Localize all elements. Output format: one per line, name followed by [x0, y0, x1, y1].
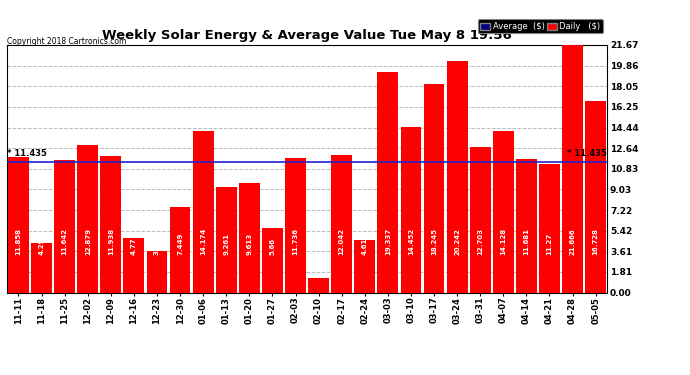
- Bar: [308, 278, 329, 292]
- Text: 7.449: 7.449: [177, 233, 183, 255]
- Text: 12.703: 12.703: [477, 228, 483, 255]
- Bar: [55, 159, 75, 292]
- Bar: [516, 159, 537, 292]
- Bar: [239, 183, 259, 292]
- Text: 12.879: 12.879: [85, 228, 90, 255]
- Text: 21.666: 21.666: [569, 229, 575, 255]
- Text: 11.642: 11.642: [61, 228, 68, 255]
- Text: 11.736: 11.736: [293, 228, 299, 255]
- Text: 9.613: 9.613: [246, 233, 253, 255]
- Bar: [424, 84, 444, 292]
- Bar: [470, 147, 491, 292]
- Bar: [146, 251, 168, 292]
- Bar: [285, 159, 306, 292]
- Bar: [355, 240, 375, 292]
- Bar: [539, 164, 560, 292]
- Legend: Average  ($), Daily   ($): Average ($), Daily ($): [477, 20, 603, 33]
- Text: 11.27: 11.27: [546, 233, 553, 255]
- Bar: [216, 187, 237, 292]
- Bar: [446, 61, 468, 292]
- Text: * 11.435: * 11.435: [567, 150, 607, 159]
- Text: 5.66: 5.66: [269, 238, 275, 255]
- Text: 16.728: 16.728: [593, 228, 599, 255]
- Text: 12.042: 12.042: [339, 228, 345, 255]
- Text: 19.337: 19.337: [385, 228, 391, 255]
- Bar: [31, 243, 52, 292]
- Bar: [77, 146, 98, 292]
- Text: 11.938: 11.938: [108, 228, 114, 255]
- Text: 11.858: 11.858: [15, 228, 21, 255]
- Bar: [170, 207, 190, 292]
- Bar: [493, 131, 513, 292]
- Bar: [262, 228, 283, 292]
- Bar: [401, 128, 422, 292]
- Text: * 11.435: * 11.435: [7, 150, 47, 159]
- Text: Copyright 2018 Cartronics.com: Copyright 2018 Cartronics.com: [7, 38, 126, 46]
- Text: 14.452: 14.452: [408, 228, 414, 255]
- Text: 4.296: 4.296: [39, 233, 45, 255]
- Text: 18.245: 18.245: [431, 228, 437, 255]
- Text: 4.614: 4.614: [362, 233, 368, 255]
- Text: 1.293: 1.293: [315, 233, 322, 255]
- Text: 3.646: 3.646: [154, 233, 160, 255]
- Bar: [331, 155, 352, 292]
- Text: 11.681: 11.681: [524, 228, 529, 255]
- Bar: [377, 72, 398, 292]
- Bar: [562, 45, 583, 292]
- Text: 20.242: 20.242: [454, 228, 460, 255]
- Bar: [193, 130, 213, 292]
- Title: Weekly Solar Energy & Average Value Tue May 8 19:56: Weekly Solar Energy & Average Value Tue …: [102, 30, 512, 42]
- Bar: [585, 102, 606, 292]
- Text: 14.174: 14.174: [200, 228, 206, 255]
- Text: 14.128: 14.128: [500, 228, 506, 255]
- Bar: [101, 156, 121, 292]
- Bar: [8, 157, 29, 292]
- Text: 4.77: 4.77: [131, 238, 137, 255]
- Bar: [124, 238, 144, 292]
- Text: 9.261: 9.261: [224, 233, 229, 255]
